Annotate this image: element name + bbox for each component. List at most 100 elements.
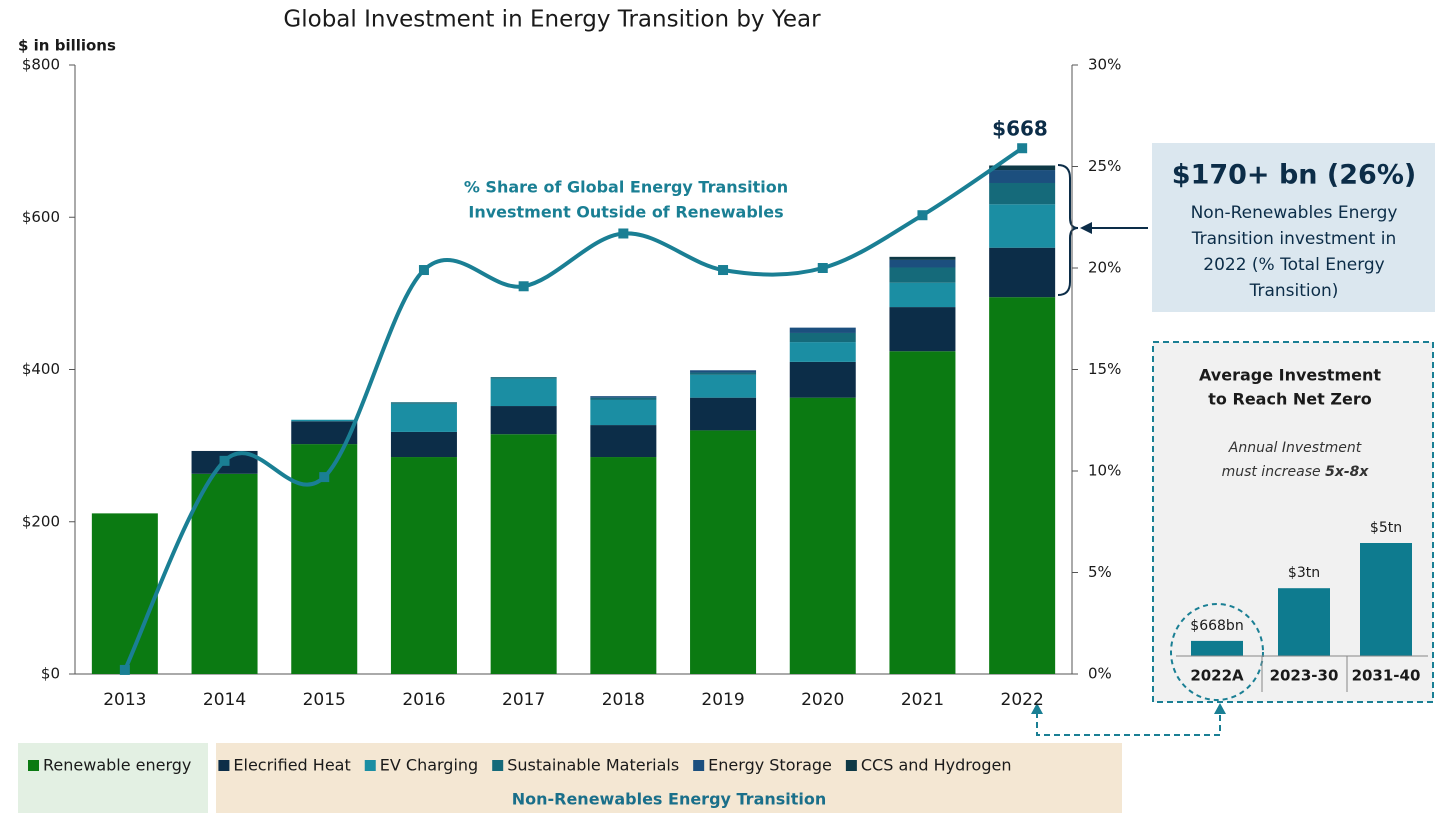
y-tick-label: $400 [22, 360, 60, 378]
bar-segment [390, 402, 457, 404]
line-marker [817, 263, 828, 273]
legend-group-label: Non-Renewables Energy Transition [512, 790, 827, 809]
bar-segment [789, 327, 856, 333]
callout-text: Non-Renewables Energy [1191, 203, 1398, 223]
inset-title: to Reach Net Zero [1208, 390, 1371, 409]
bar-segment [390, 403, 457, 432]
line-marker [518, 281, 529, 292]
total-label: $668 [992, 117, 1048, 141]
bar-segment [291, 421, 358, 445]
legend-label: Elecrified Heat [233, 756, 350, 775]
line-marker [718, 265, 729, 276]
inset-title: Average Investment [1199, 366, 1381, 385]
legend-label: Renewable energy [43, 756, 191, 775]
bar-segment [889, 307, 956, 352]
x-tick-label: 2019 [701, 690, 744, 710]
bar-segment [490, 434, 557, 674]
callout-text: Transition) [1249, 281, 1339, 301]
inset-subtitle: must increase [1222, 464, 1326, 480]
legend-label: EV Charging [380, 756, 478, 775]
bar-segment [989, 182, 1056, 205]
x-tick-label: 2020 [801, 690, 844, 710]
bar-segment [590, 399, 657, 426]
bar-segment [889, 282, 956, 308]
chart-title: Global Investment in Energy Transition b… [283, 7, 821, 33]
legend-group-bg [216, 743, 1122, 813]
bar [1278, 588, 1330, 656]
x-tick-label: 2017 [502, 690, 545, 710]
axis-title: $ in billions [18, 37, 116, 55]
inset-subtitle: must increase 5x-8x [1222, 464, 1370, 480]
y2-tick-label: 5% [1088, 563, 1112, 581]
callout-text: 2022 (% Total Energy [1203, 255, 1384, 275]
bar-segment [989, 204, 1056, 248]
bar-segment [690, 370, 757, 373]
bar [1191, 640, 1243, 656]
bar-segment [989, 247, 1056, 298]
bar-segment [590, 457, 657, 674]
x-tick-label: 2014 [203, 690, 246, 710]
x-tick-label: 2021 [901, 690, 944, 710]
bar-segment [590, 425, 657, 458]
legend-swatch [845, 760, 857, 771]
bar-segment [789, 397, 856, 674]
legend-swatch [218, 760, 230, 771]
bar-segment [590, 396, 657, 398]
bracket [1057, 164, 1079, 296]
bar-segment [291, 419, 358, 422]
x-tick-label: 2031-40 [1352, 667, 1421, 685]
line-marker [119, 664, 130, 675]
line-marker [1017, 143, 1028, 154]
y-tick-label: $600 [22, 208, 60, 226]
x-tick-label: 2016 [402, 690, 445, 710]
legend-label: Sustainable Materials [507, 756, 679, 775]
y-tick-label: $0 [41, 665, 60, 683]
bar-segment [390, 457, 457, 674]
bar-segment [91, 513, 158, 674]
y2-tick-label: 30% [1088, 56, 1121, 74]
bar-segment [490, 406, 557, 435]
bar-segment [690, 374, 757, 398]
legend-label: CCS and Hydrogen [861, 756, 1012, 775]
y2-tick-label: 20% [1088, 259, 1121, 277]
bar-segment [490, 378, 557, 407]
bar-segment [690, 397, 757, 431]
inset-subtitle: Annual Investment [1228, 440, 1362, 456]
callout-headline: $170+ bn (26%) [1172, 160, 1416, 191]
x-tick-label: 2022A [1190, 667, 1244, 685]
legend-swatch [693, 760, 705, 771]
callout-text: Transition investment in [1191, 229, 1397, 249]
bar [1360, 543, 1412, 656]
inset-subtitle-emphasis: 5x-8x [1325, 464, 1369, 480]
value-label: $5tn [1370, 520, 1402, 536]
bar-segment [690, 372, 757, 375]
value-label: $668bn [1190, 618, 1243, 634]
y2-tick-label: 0% [1088, 665, 1112, 683]
x-tick-label: 2018 [602, 690, 645, 710]
line [123, 146, 1024, 671]
legend-swatch [492, 760, 504, 771]
x-tick-label: 2022 [1001, 690, 1044, 710]
bar-segment [490, 377, 557, 379]
bar-segment [989, 165, 1056, 171]
bar-segment [889, 351, 956, 674]
bar-segment [789, 332, 856, 343]
link-arrow [1036, 712, 1221, 736]
y2-tick-label: 15% [1088, 360, 1121, 378]
y2-tick-label: 10% [1088, 462, 1121, 480]
line-marker [418, 265, 429, 276]
bar-segment [989, 297, 1056, 674]
line-marker [219, 455, 230, 466]
bar-segment [789, 361, 856, 398]
x-tick-label: 2015 [303, 690, 346, 710]
line-label: % Share of Global Energy Transition [464, 178, 788, 197]
line-marker [618, 228, 629, 239]
legend-swatch [28, 760, 39, 771]
bar-segment [889, 259, 956, 268]
bar-segment [789, 342, 856, 362]
legend-swatch [364, 760, 376, 771]
line-label: Investment Outside of Renewables [468, 203, 783, 222]
line-marker [917, 210, 928, 221]
x-tick-label: 2013 [103, 690, 146, 710]
